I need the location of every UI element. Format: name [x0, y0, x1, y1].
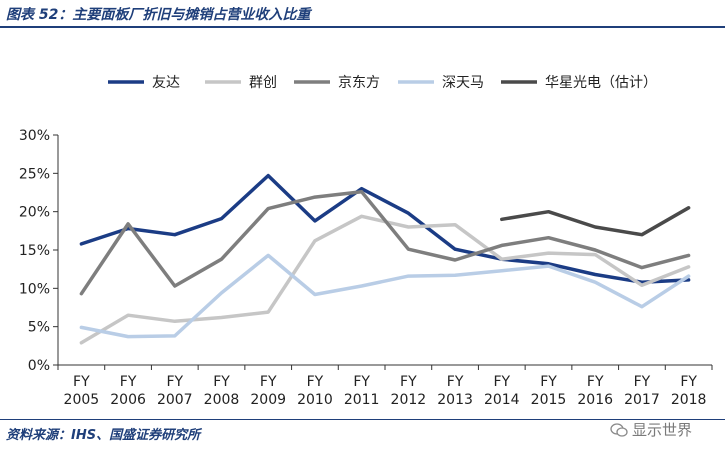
x-tick-label: 2013	[437, 392, 473, 408]
watermark: 显示世界	[610, 419, 692, 440]
x-tick-prefix: FY	[400, 374, 417, 390]
x-tick-label: 2006	[110, 392, 146, 408]
x-tick-prefix: FY	[680, 374, 697, 390]
x-tick-prefix: FY	[587, 374, 604, 390]
x-tick-prefix: FY	[634, 374, 651, 390]
x-tick-label: 2016	[577, 392, 613, 408]
series-line-4	[79, 253, 691, 339]
y-tick-label: 25%	[19, 166, 50, 182]
y-tick-label: 20%	[19, 205, 50, 221]
x-tick-prefix: FY	[540, 374, 557, 390]
y-tick-label: 30%	[19, 128, 50, 144]
x-tick-prefix: FY	[307, 374, 324, 390]
x-tick-label: 2005	[64, 392, 100, 408]
legend: 友达 群创 京东方 深天马 华星光电（估计）	[108, 75, 657, 91]
x-tick-label: 2009	[250, 392, 286, 408]
x-tick-label: 2015	[531, 392, 567, 408]
series-line-5	[500, 206, 691, 237]
y-tick-label: 5%	[28, 320, 50, 336]
x-tick-prefix: FY	[120, 374, 137, 390]
x-tick-label: 2010	[297, 392, 333, 408]
source-note: 资料来源：IHS、国盛证券研究所	[6, 428, 201, 443]
x-axis: FY 2005 FY 2006 FY 2007 FY 2008 FY 2009 FY 2010 FY 20…	[57, 364, 713, 408]
legend-label: 友达	[152, 75, 180, 91]
y-tick-label: 0%	[28, 358, 50, 374]
x-tick-label: 2018	[671, 392, 707, 408]
legend-label: 群创	[249, 75, 277, 91]
legend-label: 深天马	[442, 75, 484, 91]
x-tick-prefix: FY	[166, 374, 183, 390]
wechat-icon	[610, 422, 628, 437]
title-divider	[0, 26, 725, 28]
plot-area	[79, 173, 691, 345]
chart-title: 图表 52：主要面板厂折旧与摊销占营业收入比重	[6, 7, 311, 23]
x-tick-prefix: FY	[493, 374, 510, 390]
line-chart: 友达 群创 京东方 深天马 华星光电（估计） 0% 5% 10% 15% 20% 25% 30% F…	[19, 75, 713, 408]
y-axis: 0% 5% 10% 15% 20% 25% 30%	[19, 128, 59, 374]
legend-label: 华星光电（估计）	[545, 75, 657, 91]
x-tick-label: 2017	[624, 392, 660, 408]
x-tick-label: 2011	[344, 392, 380, 408]
watermark-text: 显示世界	[632, 421, 693, 439]
x-tick-prefix: FY	[213, 374, 230, 390]
source-divider	[0, 419, 725, 420]
x-tick-label: 2008	[204, 392, 240, 408]
legend-label: 京东方	[338, 75, 380, 91]
x-tick-label: 2014	[484, 392, 520, 408]
x-tick-prefix: FY	[73, 374, 90, 390]
y-tick-label: 15%	[19, 243, 50, 259]
x-tick-label: 2012	[391, 392, 427, 408]
x-tick-label: 2007	[157, 392, 193, 408]
series-line-3	[79, 189, 691, 296]
x-tick-prefix: FY	[447, 374, 464, 390]
series-line-1	[79, 173, 691, 284]
x-tick-prefix: FY	[260, 374, 277, 390]
x-tick-prefix: FY	[353, 374, 370, 390]
y-tick-label: 10%	[19, 281, 50, 297]
